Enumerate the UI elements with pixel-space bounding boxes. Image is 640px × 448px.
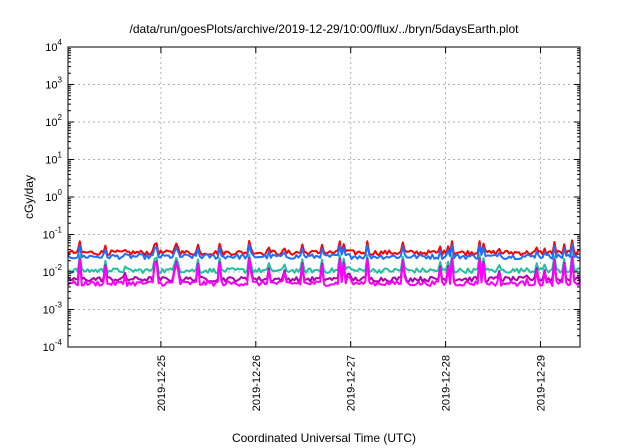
y-tick-label: 10-4 — [43, 338, 63, 354]
chart-title: /data/run/goesPlots/archive/2019-12-29/1… — [130, 22, 520, 36]
y-axis: 10-4 10-3 10-2 10-1 100 101 102 103 104 — [43, 38, 580, 354]
y-tick-label: 102 — [45, 113, 62, 129]
series-line-5 — [67, 256, 581, 287]
y-tick-label: 10-1 — [43, 226, 63, 242]
series-line-3 — [67, 253, 581, 275]
y-tick-label: 104 — [45, 38, 62, 54]
y-tick-label: 100 — [45, 188, 62, 204]
x-tick-label: 2019-12-26 — [251, 355, 263, 411]
y-tick-label: 103 — [45, 76, 62, 92]
x-tick-label: 2019-12-28 — [441, 355, 453, 411]
series-group — [67, 239, 581, 287]
y-tick-label: 10-2 — [43, 263, 63, 279]
grid — [68, 47, 580, 347]
x-tick-label: 2019-12-25 — [156, 355, 168, 411]
series-line-2 — [67, 243, 581, 261]
y-tick-label: 101 — [45, 151, 62, 167]
x-axis-label: Coordinated Universal Time (UTC) — [232, 431, 416, 445]
y-tick-label: 10-3 — [43, 301, 63, 317]
x-tick-label: 2019-12-27 — [346, 355, 358, 411]
x-tick-label: 2019-12-29 — [535, 355, 547, 411]
y-axis-label: cGy/day — [22, 175, 36, 219]
x-axis: 2019-12-25 2019-12-26 2019-12-27 2019-12-28… — [156, 47, 547, 411]
